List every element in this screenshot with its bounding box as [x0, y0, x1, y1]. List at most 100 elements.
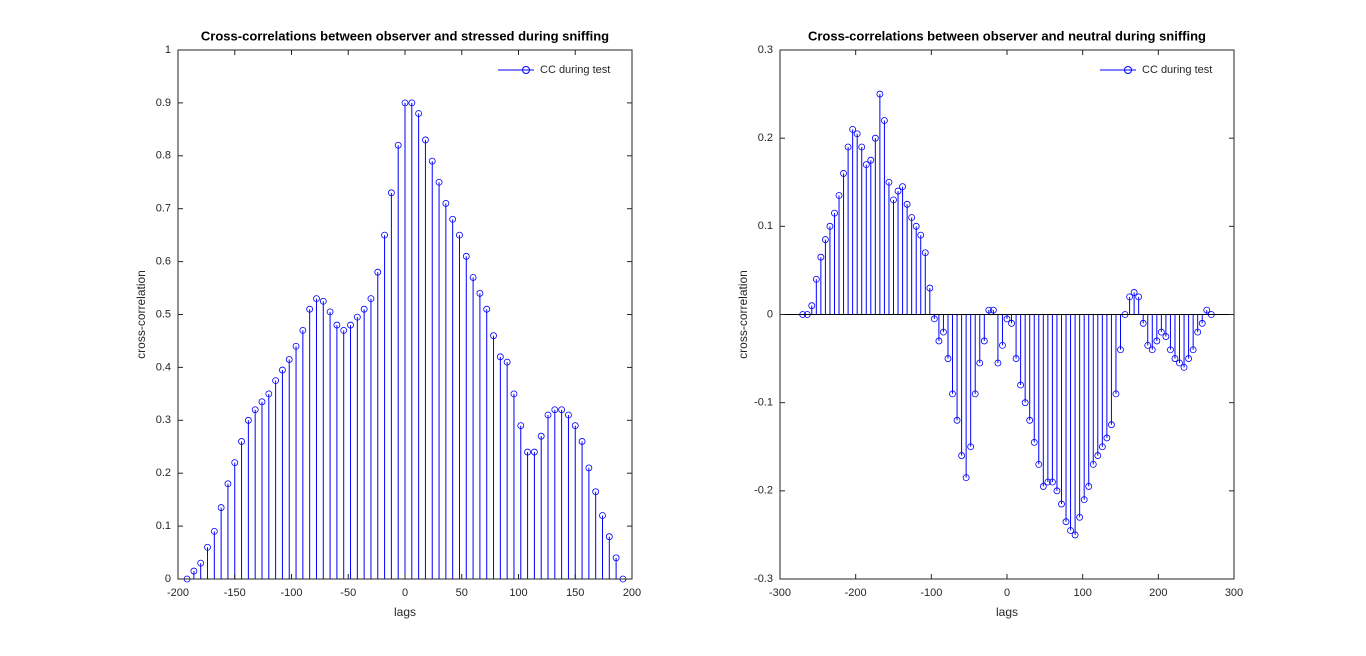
stem-marker — [292, 342, 300, 350]
y-tick-label: 0.8 — [156, 150, 171, 162]
stem-marker — [1117, 346, 1124, 354]
stem-marker — [831, 209, 838, 217]
stem-marker — [812, 275, 820, 283]
stem-marker — [1026, 416, 1034, 424]
stem-marker — [265, 390, 273, 398]
stem-marker — [381, 231, 388, 239]
stem-marker — [435, 178, 443, 186]
stem-marker — [844, 143, 852, 151]
stem-marker — [272, 377, 280, 385]
stem-marker — [985, 306, 993, 314]
stem-marker — [1157, 328, 1165, 336]
stem-marker — [1089, 460, 1097, 468]
stem-marker — [1139, 319, 1147, 327]
x-tick-label: 150 — [566, 587, 584, 599]
stem-marker — [1035, 460, 1043, 468]
stem-marker — [1185, 355, 1192, 362]
x-tick-label: -150 — [224, 587, 246, 599]
y-tick-label: 0.1 — [156, 520, 171, 532]
stem-marker — [967, 443, 975, 451]
stem-marker — [347, 321, 354, 329]
stem-marker — [585, 464, 593, 472]
stem-marker — [1080, 496, 1088, 504]
stem-marker — [826, 222, 834, 230]
x-tick-label: -50 — [340, 587, 356, 599]
stem-marker — [503, 358, 511, 366]
stem-marker — [881, 117, 888, 124]
stem-marker — [1071, 531, 1079, 539]
stem-marker — [599, 512, 606, 519]
stem-marker — [871, 134, 879, 142]
stem-marker — [876, 90, 884, 98]
stem-marker — [935, 337, 943, 345]
stem-marker — [571, 422, 579, 429]
y-tick-label: -0.3 — [754, 573, 773, 585]
stem-marker — [353, 313, 361, 321]
stem-marker — [551, 406, 559, 414]
stem-marker — [953, 416, 961, 424]
stem-marker — [958, 452, 965, 459]
stem-marker — [1144, 341, 1152, 349]
y-axis-label: cross-correlation — [134, 270, 148, 359]
stem-marker — [1049, 478, 1056, 486]
stem-marker — [890, 196, 897, 204]
stem-marker — [999, 341, 1006, 349]
y-tick-label: 0.3 — [758, 44, 773, 56]
y-tick-label: 0.4 — [156, 361, 171, 373]
stem-marker — [1017, 381, 1025, 389]
axes: -200 -150 -100 -50 0 50 100 150 200 0 0.1 0.2 0.3 0.4… — [134, 28, 641, 619]
stem-marker — [1135, 293, 1143, 301]
stem-marker — [930, 315, 938, 323]
stem-marker — [912, 222, 920, 230]
y-tick-label: 0 — [165, 573, 171, 585]
axes: -300 -200 -100 0 100 200 300 -0.3 -0.2 -0.1 0 0.1 0.… — [736, 28, 1243, 619]
stem-marker — [1062, 518, 1070, 526]
stem-marker — [976, 359, 984, 367]
stem-marker — [840, 170, 847, 177]
stem-marker — [1112, 390, 1120, 398]
stem-marker — [299, 326, 307, 334]
x-tick-label: 0 — [402, 587, 408, 599]
stem-marker — [1039, 483, 1047, 490]
y-tick-label: 0.1 — [758, 220, 773, 232]
stem-marker — [210, 527, 218, 535]
stem-marker — [1189, 346, 1197, 354]
x-tick-label: -300 — [769, 587, 791, 599]
stem-marker — [858, 143, 866, 151]
x-axis-label: lags — [394, 605, 416, 619]
stem-marker — [835, 192, 843, 199]
stem-marker — [401, 99, 409, 107]
x-tick-label: 100 — [509, 587, 527, 599]
stem-marker — [605, 533, 613, 541]
stem-marker — [989, 306, 997, 314]
legend-label: CC during test — [540, 64, 610, 76]
stem-marker — [908, 214, 916, 221]
stem-marker — [808, 302, 816, 310]
stem-marker — [994, 359, 1002, 367]
stem-marker — [1012, 355, 1020, 362]
y-tick-label: 0.9 — [156, 97, 171, 109]
stem-marker — [1176, 359, 1183, 367]
stem-marker — [1003, 315, 1011, 323]
stem-marker — [944, 355, 952, 362]
legend-label: CC during test — [1142, 64, 1212, 76]
stem-marker — [962, 474, 970, 482]
stem-marker — [524, 448, 531, 456]
stem-marker — [258, 398, 266, 406]
x-tick-label: -200 — [845, 587, 867, 599]
stem-marker — [1126, 293, 1133, 301]
stem-marker — [1162, 333, 1170, 340]
stem-marker — [360, 305, 368, 313]
stem-marker — [333, 321, 341, 329]
stem-marker — [849, 125, 857, 133]
x-axis-label: lags — [996, 605, 1018, 619]
stem-marker — [197, 559, 205, 567]
y-tick-label: -0.1 — [754, 397, 773, 409]
stem-marker — [537, 432, 545, 440]
stem-marker — [340, 326, 348, 334]
stem-marker — [592, 488, 600, 496]
stem-marker — [940, 328, 947, 336]
stem-marker — [894, 187, 902, 195]
stem-marker — [469, 274, 477, 281]
stem-marker — [449, 215, 457, 223]
